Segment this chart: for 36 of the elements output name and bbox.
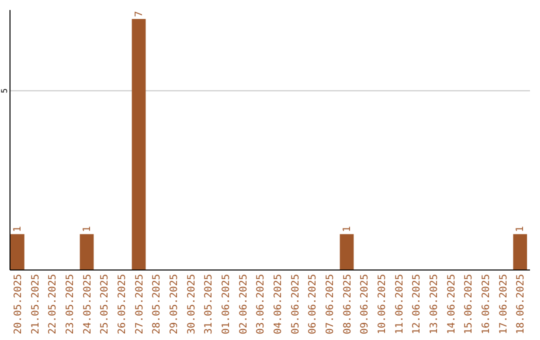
data-label: 1 xyxy=(515,226,526,232)
data-label: 1 xyxy=(342,226,353,232)
x-tick-label: 29.05.2025 xyxy=(168,274,180,334)
x-tick-label: 31.05.2025 xyxy=(204,274,215,334)
x-tick-label: 27.05.2025 xyxy=(134,274,146,334)
x-tick-label: 17.06.2025 xyxy=(498,274,510,334)
x-tick-label: 12.06.2025 xyxy=(412,274,423,334)
x-tick-label: 25.05.2025 xyxy=(100,274,111,334)
x-tick-label: 15.06.2025 xyxy=(464,274,475,334)
data-label: 7 xyxy=(134,10,145,17)
x-tick-label: 05.06.2025 xyxy=(290,274,302,334)
x-tick-label: 13.06.2025 xyxy=(428,274,440,334)
x-tick-label: 30.05.2025 xyxy=(186,274,198,334)
x-tick-label: 06.06.2025 xyxy=(308,274,319,334)
x-tick-label: 22.05.2025 xyxy=(48,274,59,334)
x-tick-label: 14.06.2025 xyxy=(446,274,458,334)
x-tick-label: 24.05.2025 xyxy=(82,274,94,334)
x-tick-label: 08.06.2025 xyxy=(342,274,354,334)
x-tick-label: 07.06.2025 xyxy=(324,274,336,334)
x-tick-label: 11.06.2025 xyxy=(394,274,406,334)
y-tick-label: 5 xyxy=(0,88,9,94)
x-tick-label: 26.05.2025 xyxy=(116,274,128,334)
x-tick-label: 09.06.2025 xyxy=(360,274,371,334)
x-tick-label: 21.05.2025 xyxy=(30,274,42,334)
x-tick-label: 04.06.2025 xyxy=(272,274,284,334)
x-tick-label: 23.05.2025 xyxy=(64,274,76,334)
x-tick-label: 16.06.2025 xyxy=(480,274,492,334)
x-tick-label: 18.06.2025 xyxy=(516,274,527,334)
data-label: 1 xyxy=(12,226,24,232)
x-tick-label: 03.06.2025 xyxy=(256,274,267,334)
x-tick-label: 20.05.2025 xyxy=(12,274,24,334)
x-tick-label: 10.06.2025 xyxy=(376,274,388,334)
x-tick-label: 28.05.2025 xyxy=(152,274,163,334)
x-tick-label: 01.06.2025 xyxy=(220,274,232,334)
x-tick-label: 02.06.2025 xyxy=(238,274,250,334)
data-label: 1 xyxy=(82,226,93,232)
